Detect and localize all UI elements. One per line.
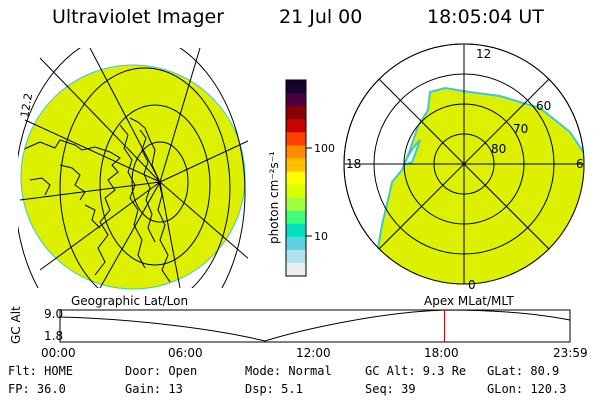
colorbar-cell xyxy=(286,119,306,133)
colorbar: 100 10 photon cm⁻²s⁻¹ xyxy=(267,79,335,277)
colorbar-cell xyxy=(286,132,306,146)
ytick-9: 9.0 xyxy=(44,307,63,321)
mlt-label-12: 12 xyxy=(476,47,491,61)
colorbar-tick-10: 10 xyxy=(314,230,328,243)
mlt-label-0: 0 xyxy=(468,278,476,292)
colorbar-cell xyxy=(286,197,306,212)
colorbar-unit-label: photon cm⁻²s⁻¹ xyxy=(267,151,281,244)
colorbar-cell xyxy=(286,262,306,277)
xtick-2359: 23:59 xyxy=(553,346,588,360)
altitude-ylabel: GC Alt xyxy=(9,306,23,344)
mlt-label-18: 18 xyxy=(346,157,361,171)
status-flt: Flt: HOME xyxy=(8,364,74,378)
geographic-map: 12.2 xyxy=(18,48,248,290)
date-label: 21 Jul 00 xyxy=(279,6,363,28)
colorbar-cell xyxy=(286,106,306,120)
colorbar-cell xyxy=(286,223,306,238)
altitude-plot: 9.0 1.8 GC Alt xyxy=(9,306,571,344)
altitude-curve xyxy=(59,309,571,342)
xtick-1800: 18:00 xyxy=(424,346,459,360)
status-fp: FP: 36.0 xyxy=(8,382,66,396)
xtick-1200: 12:00 xyxy=(296,346,331,360)
polar-emission xyxy=(376,86,584,284)
instrument-title: Ultraviolet Imager xyxy=(52,6,225,28)
colorbar-cell xyxy=(286,171,306,186)
colorbar-cell xyxy=(286,145,306,159)
colorbar-cell xyxy=(286,249,306,264)
status-mode: Mode: Normal xyxy=(245,364,332,378)
colorbar-cell xyxy=(286,93,306,107)
mlt-label-6: 6 xyxy=(576,157,584,171)
colorbar-cell xyxy=(286,158,306,172)
geo-caption: Geographic Lat/Lon xyxy=(71,294,189,308)
status-glat: GLat: 80.9 xyxy=(487,364,560,378)
time-label: 18:05:04 UT xyxy=(427,6,544,28)
colorbar-cell xyxy=(286,80,306,94)
status-seq: Seq: 39 xyxy=(365,382,416,396)
polar-caption: Apex MLat/MLT xyxy=(424,294,514,308)
colorbar-cell xyxy=(286,184,306,199)
colorbar-cell xyxy=(286,236,306,251)
xtick-0600: 06:00 xyxy=(168,346,203,360)
geo-edge-label: 12.2 xyxy=(18,92,35,118)
colorbar-tick-100: 100 xyxy=(314,142,335,155)
status-door: Door: Open xyxy=(125,364,198,378)
mlat-label-70: 70 xyxy=(513,122,528,136)
ytick-1-8: 1.8 xyxy=(44,329,63,343)
xtick-0000: 00:00 xyxy=(41,346,76,360)
geo-coastlines xyxy=(21,117,171,283)
colorbar-cell xyxy=(286,210,306,225)
polar-grid xyxy=(343,43,585,285)
status-glon: GLon: 120.3 xyxy=(487,382,567,396)
geo-image-disk xyxy=(20,64,246,290)
status-gain: Gain: 13 xyxy=(125,382,183,396)
status-dsp: Dsp: 5.1 xyxy=(245,382,303,396)
geo-grid xyxy=(18,48,248,288)
mlat-label-60: 60 xyxy=(536,99,551,113)
mlat-label-80: 80 xyxy=(491,142,506,156)
polar-map: 12 18 6 0 60 70 80 xyxy=(343,43,585,292)
status-gc-alt: GC Alt: 9.3 Re xyxy=(365,364,467,378)
altitude-plot-frame xyxy=(59,309,571,343)
